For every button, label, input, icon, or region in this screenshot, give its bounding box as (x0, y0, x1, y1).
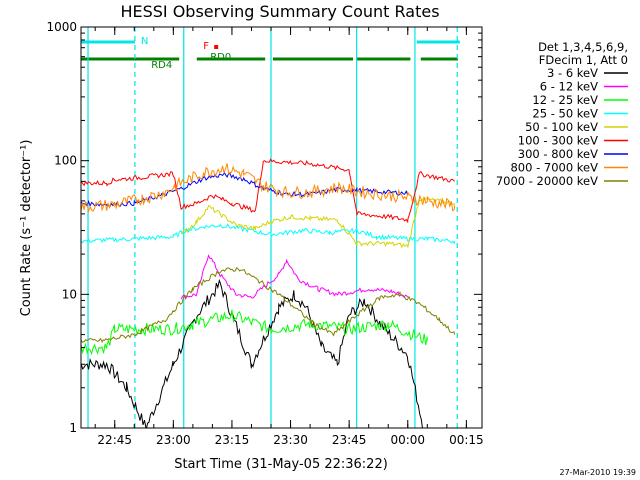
legend-entry-label: 800 - 7000 keV (510, 161, 598, 175)
y-tick-label: 100 (54, 154, 77, 168)
series-line (81, 223, 456, 245)
flag-label: RD0 (210, 52, 231, 63)
y-tick-label: 1 (69, 421, 77, 435)
y-tick-label: 10 (62, 287, 77, 301)
legend-entry-label: 7000 - 20000 keV (496, 174, 598, 188)
y-axis-label: Count Rate (s⁻¹ detector⁻¹) (19, 140, 34, 317)
series-line (180, 196, 456, 249)
x-tick-label: 23:45 (332, 433, 367, 447)
legend-entry-label: 12 - 25 keV (532, 93, 598, 107)
x-tick-label: 22:45 (97, 433, 132, 447)
x-tick-label: 00:15 (449, 433, 484, 447)
legend-entry-label: 6 - 12 keV (540, 80, 598, 94)
timestamp: 27-Mar-2010 19:39 (560, 468, 637, 477)
series-layer (81, 158, 456, 428)
series-line (180, 254, 409, 300)
x-tick-label: 00:00 (390, 433, 425, 447)
series-line (81, 278, 424, 428)
vertical-lines-layer (87, 27, 458, 428)
series-line (81, 170, 409, 208)
plot-frame (80, 26, 483, 429)
flag-label: RD4 (151, 60, 172, 71)
flag-label: F (203, 41, 209, 52)
x-axis-label: Start Time (31-May-05 22:36:22) (174, 457, 388, 472)
legend-entry-label: 25 - 50 keV (532, 107, 598, 121)
legend-header-line: Det 1,3,4,5,6,9, (538, 40, 628, 54)
legend-entry-label: 3 - 6 keV (547, 66, 598, 80)
x-tick-label: 23:00 (156, 433, 191, 447)
legend: Det 1,3,4,5,6,9,FDecim 1, Att 03 - 6 keV… (496, 40, 628, 188)
legend-entry-label: 50 - 100 keV (525, 120, 598, 134)
y-axis: 1 10 100 1000 (46, 20, 482, 435)
legend-entry-label: 300 - 800 keV (518, 147, 598, 161)
x-tick-label: 23:30 (273, 433, 308, 447)
flag-label: N (141, 36, 148, 47)
series-line (81, 158, 456, 224)
legend-header-line: FDecim 1, Att 0 (539, 53, 628, 67)
series-line (81, 163, 456, 214)
series-line (81, 267, 456, 344)
x-tick-label: 23:15 (215, 433, 250, 447)
series-line (81, 309, 428, 355)
chart-title: HESSI Observing Summary Count Rates (120, 2, 439, 21)
y-tick-label: 1000 (46, 20, 77, 34)
legend-entry-label: 100 - 300 keV (518, 134, 598, 148)
flare-marker (214, 45, 219, 49)
x-axis: 22:45 23:00 23:15 23:30 23:45 00:00 00:15 (94, 27, 484, 447)
